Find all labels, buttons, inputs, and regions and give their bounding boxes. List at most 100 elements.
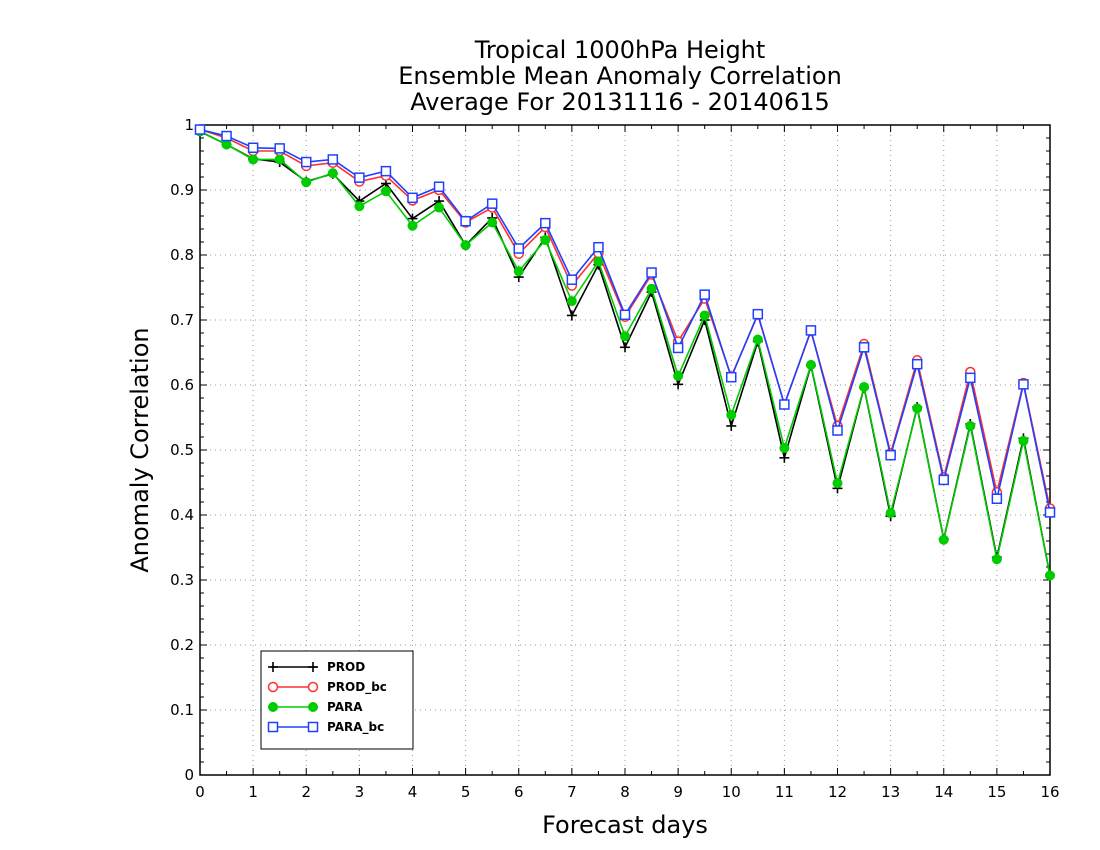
y-tick-label: 0.7 xyxy=(170,311,194,329)
data-point-para xyxy=(885,508,896,519)
y-tick-label: 0.1 xyxy=(170,701,194,719)
data-point-para xyxy=(407,220,418,231)
data-point-para xyxy=(327,168,338,179)
data-point-para xyxy=(513,266,524,277)
data-point-para-bc xyxy=(354,172,365,183)
x-tick-label: 5 xyxy=(461,783,471,801)
y-tick-label: 0.2 xyxy=(170,636,194,654)
data-point-para xyxy=(699,310,710,321)
data-point-para xyxy=(354,201,365,212)
data-point-para xyxy=(646,283,657,294)
data-point-para xyxy=(805,359,816,370)
data-point-para-bc xyxy=(566,274,578,285)
data-point-para-bc xyxy=(486,198,498,209)
legend-item-prod-bc: PROD_bc xyxy=(267,680,387,695)
legend-marker xyxy=(268,702,278,712)
data-point-para-bc xyxy=(646,267,657,278)
data-point-para xyxy=(752,334,763,345)
legend-item-para-bc: PARA_bc xyxy=(267,720,384,735)
y-axis-label: Anomaly Correlation xyxy=(126,327,154,572)
x-tick-label: 4 xyxy=(408,783,418,801)
data-point-para xyxy=(965,420,976,431)
y-tick-label: 0.6 xyxy=(170,376,194,394)
legend-marker xyxy=(307,681,319,693)
legend-marker xyxy=(308,662,318,672)
series-para-bc xyxy=(194,124,1056,518)
data-point-para xyxy=(859,381,870,392)
legend-label: PROD xyxy=(327,660,365,674)
series-line-para xyxy=(199,130,1051,576)
data-point-para-bc xyxy=(672,342,684,354)
data-point-para xyxy=(487,217,498,228)
legend-item-prod: PROD xyxy=(268,660,365,674)
x-tick-label: 1 xyxy=(248,783,258,801)
data-point-para xyxy=(460,240,471,251)
x-tick-label: 9 xyxy=(673,783,683,801)
x-tick-label: 10 xyxy=(722,783,741,801)
x-tick-label: 13 xyxy=(881,783,900,801)
data-point-para-bc xyxy=(327,154,339,165)
legend-marker xyxy=(268,662,278,672)
legend: PROD PROD_bc PARA PARA_bc xyxy=(260,650,414,750)
data-point-prod xyxy=(726,420,737,431)
data-point-para xyxy=(779,443,790,454)
data-point-para xyxy=(620,331,630,342)
y-tick-label: 0.9 xyxy=(170,181,194,199)
x-tick-label: 8 xyxy=(620,783,630,801)
legend-label: PARA xyxy=(327,700,363,714)
data-point-para-bc xyxy=(1044,507,1056,518)
data-point-para xyxy=(832,478,843,489)
data-point-para-bc xyxy=(805,325,817,336)
data-point-para xyxy=(991,554,1002,565)
x-tick-label: 6 xyxy=(514,783,524,801)
data-point-para-bc xyxy=(699,289,710,300)
axes: 0 1 2 3 4 5 6 7 8 9 10 11 12 13 14 15 1600.10.20.30.40.5… xyxy=(170,116,1059,801)
data-point-para xyxy=(726,409,737,420)
data-point-prod xyxy=(779,452,790,463)
series xyxy=(194,124,1056,581)
x-tick-label: 0 xyxy=(195,783,205,801)
data-point-para xyxy=(938,534,949,545)
data-point-para-bc xyxy=(1018,379,1029,390)
x-tick-label: 16 xyxy=(1040,783,1059,801)
data-point-para-bc xyxy=(885,449,896,461)
legend-marker xyxy=(307,721,319,733)
data-point-para-bc xyxy=(221,130,232,142)
x-tick-label: 14 xyxy=(934,783,953,801)
data-point-para-bc xyxy=(380,165,392,177)
data-point-para xyxy=(566,296,577,307)
legend-marker xyxy=(267,681,279,693)
data-point-para-bc xyxy=(965,372,976,384)
data-point-para-bc xyxy=(593,241,604,253)
x-tick-label: 15 xyxy=(987,783,1006,801)
data-point-para xyxy=(1045,570,1055,581)
legend-marker xyxy=(308,702,318,712)
data-point-para-bc xyxy=(274,143,285,154)
x-tick-label: 12 xyxy=(828,783,847,801)
y-tick-label: 0.8 xyxy=(170,246,194,264)
x-tick-label: 3 xyxy=(355,783,365,801)
data-point-prod xyxy=(673,379,684,390)
data-point-para-bc xyxy=(752,308,764,320)
data-point-para-bc xyxy=(540,217,551,229)
data-point-prod xyxy=(566,310,577,321)
data-point-para-bc xyxy=(911,358,923,370)
data-point-para-bc xyxy=(779,399,790,410)
data-point-para-bc xyxy=(513,243,524,254)
data-point-para-bc xyxy=(938,474,949,486)
x-tick-label: 7 xyxy=(567,783,577,801)
data-point-prod xyxy=(620,342,630,353)
data-point-para xyxy=(673,370,684,381)
y-tick-label: 0.3 xyxy=(170,571,194,589)
data-point-para xyxy=(1018,435,1029,446)
data-point-para-bc xyxy=(726,371,737,383)
data-point-para-bc xyxy=(433,181,445,192)
y-tick-label: 1 xyxy=(184,116,194,134)
data-point-para-bc xyxy=(858,342,870,353)
legend-item-para: PARA xyxy=(268,700,363,714)
data-point-para-bc xyxy=(832,425,843,436)
data-point-para-bc xyxy=(991,493,1003,504)
data-point-para-bc xyxy=(301,156,312,168)
legend-label: PROD_bc xyxy=(327,680,387,695)
